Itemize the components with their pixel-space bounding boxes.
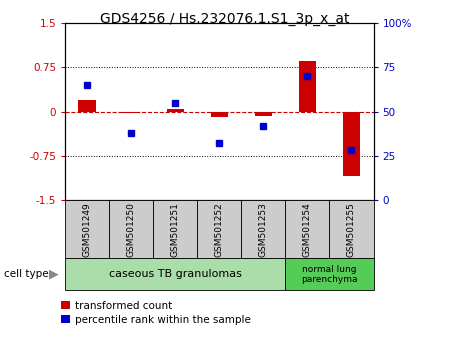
Bar	[166, 109, 184, 112]
Bar	[343, 112, 360, 176]
Bar	[285, 200, 329, 258]
Bar	[211, 112, 228, 118]
Text: GSM501255: GSM501255	[347, 202, 356, 257]
Bar	[329, 200, 373, 258]
Text: caseous TB granulomas: caseous TB granulomas	[109, 269, 242, 279]
Text: GSM501254: GSM501254	[303, 202, 312, 257]
Bar	[65, 200, 109, 258]
Text: cell type: cell type	[4, 269, 49, 279]
Bar	[198, 200, 241, 258]
Text: GSM501249: GSM501249	[83, 202, 92, 257]
Bar	[299, 61, 316, 112]
Text: GDS4256 / Hs.232076.1.S1_3p_x_at: GDS4256 / Hs.232076.1.S1_3p_x_at	[100, 12, 350, 27]
Text: normal lung
parenchyma: normal lung parenchyma	[301, 265, 358, 284]
Text: GSM501253: GSM501253	[259, 202, 268, 257]
Bar	[241, 200, 285, 258]
Bar	[255, 112, 272, 116]
Bar	[109, 200, 153, 258]
Bar	[65, 258, 285, 290]
Bar	[285, 258, 374, 290]
Text: GSM501251: GSM501251	[171, 202, 180, 257]
Text: GSM501250: GSM501250	[127, 202, 136, 257]
Bar	[78, 100, 96, 112]
Text: GSM501252: GSM501252	[215, 202, 224, 257]
Text: ▶: ▶	[49, 268, 59, 281]
Legend: transformed count, percentile rank within the sample: transformed count, percentile rank withi…	[62, 301, 251, 325]
Bar	[122, 112, 140, 113]
Bar	[153, 200, 198, 258]
